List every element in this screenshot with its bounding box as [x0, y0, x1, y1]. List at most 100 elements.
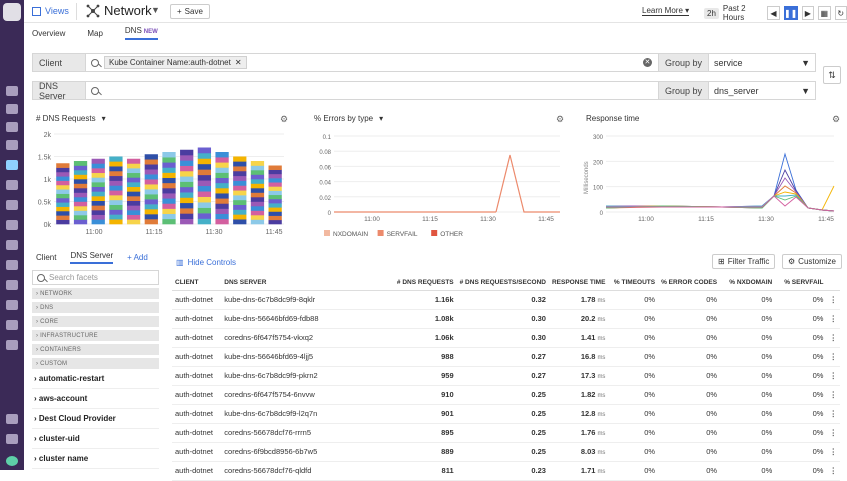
facet-item[interactable]: › cluster-uid — [32, 429, 159, 449]
rewind-icon[interactable]: ◀ — [767, 6, 780, 20]
monitors-nav-icon[interactable] — [6, 180, 18, 190]
title-chevron-down-icon[interactable]: ▼ — [151, 5, 160, 15]
forward-icon[interactable]: ▶ — [801, 6, 815, 20]
facet-search-input[interactable]: Search facets — [32, 270, 159, 285]
table-row[interactable]: auth-dotnet coredns-6f647f5754-vkxq2 1.06k… — [172, 328, 840, 348]
facet-item[interactable]: › Dest Cloud Provider — [32, 409, 159, 429]
sort-toggle-icon[interactable]: ⇅ — [823, 66, 841, 84]
hide-controls-button[interactable]: ▥ Hide Controls — [176, 258, 236, 267]
integrations-nav-icon[interactable] — [6, 260, 18, 270]
facet-group-infrastructure[interactable]: › INFRASTRUCTURE — [32, 330, 159, 341]
column-header[interactable]: # DNS REQUESTS/SECOND — [456, 276, 549, 291]
calendar-icon[interactable]: ▦ — [818, 6, 831, 20]
row-menu-icon[interactable]: ⋮ — [826, 385, 840, 405]
rum-nav-icon[interactable] — [6, 320, 18, 330]
customize-button[interactable]: ⚙ Customize — [782, 254, 842, 269]
table-cell: 0% — [775, 385, 827, 405]
user-avatar[interactable] — [6, 456, 18, 466]
facet-item[interactable]: › automatic-restart — [32, 369, 159, 389]
tab-overview[interactable]: Overview — [32, 28, 66, 38]
bar-segment — [91, 210, 105, 215]
learn-more-dropdown[interactable]: Learn More ▾ — [642, 6, 690, 16]
metrics-nav-icon[interactable] — [6, 140, 18, 150]
column-header[interactable]: % NXDOMAIN — [720, 276, 776, 291]
facet-tab-dns-server[interactable]: DNS Server — [70, 251, 114, 264]
datadog-logo-icon[interactable] — [3, 3, 21, 21]
column-header[interactable]: CLIENT — [172, 276, 222, 291]
table-row[interactable]: auth-dotnet kube-dns-6c7b8dc9f9-l2q7n 901 0… — [172, 404, 840, 424]
add-facet-button[interactable]: + Add — [127, 253, 148, 262]
client-search-input[interactable]: Kube Container Name:auth-dotnet ✕ ✕ — [86, 53, 659, 72]
column-header[interactable]: % ERROR CODES — [658, 276, 721, 291]
apm-nav-icon[interactable] — [6, 200, 18, 210]
row-menu-icon[interactable]: ⋮ — [826, 366, 840, 386]
filter-traffic-button[interactable]: ⊞ Filter Traffic — [712, 254, 776, 269]
bar-segment — [91, 158, 105, 164]
facet-group-core[interactable]: › CORE — [32, 316, 159, 327]
home-nav-icon[interactable] — [6, 104, 18, 114]
filter-chip[interactable]: Kube Container Name:auth-dotnet ✕ — [104, 56, 247, 69]
facet-tab-client[interactable]: Client — [36, 252, 57, 262]
time-range-label[interactable]: Past 2 Hours — [722, 4, 746, 22]
column-header[interactable]: DNS SERVER — [221, 276, 353, 291]
dashboard-nav-icon[interactable] — [6, 122, 18, 132]
help-nav-icon[interactable] — [6, 434, 18, 444]
gear-icon[interactable]: ⚙ — [280, 114, 289, 124]
search-nav-icon[interactable] — [6, 86, 18, 96]
row-menu-icon[interactable]: ⋮ — [826, 347, 840, 367]
client-group-by-select[interactable]: service ▼ — [709, 53, 816, 72]
save-button[interactable]: + Save — [170, 4, 210, 19]
chip-close-icon[interactable]: ✕ — [234, 58, 242, 67]
row-menu-icon[interactable]: ⋮ — [826, 461, 840, 481]
column-header[interactable]: RESPONSE TIME — [548, 276, 609, 291]
facet-item[interactable]: › aws-account — [32, 389, 159, 409]
row-menu-icon[interactable]: ⋮ — [826, 423, 840, 443]
row-menu-icon[interactable]: ⋮ — [826, 290, 840, 310]
synthetics-nav-icon[interactable] — [6, 280, 18, 290]
column-header[interactable]: % TIMEOUTS — [608, 276, 659, 291]
column-header[interactable]: % SERVFAIL — [775, 276, 827, 291]
chevron-right-icon: › — [36, 360, 41, 367]
pause-icon[interactable]: ❚❚ — [783, 6, 798, 20]
network-nav-icon[interactable] — [6, 160, 18, 170]
chat-nav-icon[interactable] — [6, 414, 18, 424]
facet-group-containers[interactable]: › CONTAINERS — [32, 344, 159, 355]
response-time-chart: 300 200 100 0 Milliseconds 11:00 11:15 11:30 11:… — [584, 135, 835, 223]
row-menu-icon[interactable]: ⋮ — [826, 309, 840, 329]
bar-segment — [56, 180, 70, 186]
tab-dns[interactable]: DNS NEW — [124, 26, 158, 40]
security-nav-icon[interactable] — [6, 300, 18, 310]
row-menu-icon[interactable]: ⋮ — [826, 328, 840, 348]
table-row[interactable]: auth-dotnet coredns-56678dcf76-qldfd 811 0.… — [172, 461, 840, 481]
gear-icon[interactable]: ⚙ — [832, 114, 841, 124]
server-search-input[interactable] — [86, 81, 659, 100]
row-menu-icon[interactable]: ⋮ — [826, 404, 840, 424]
infra-nav-icon[interactable] — [6, 240, 18, 250]
facet-group-network[interactable]: › NETWORK — [32, 288, 159, 299]
clear-search-icon[interactable]: ✕ — [642, 58, 652, 67]
settings-nav-icon[interactable] — [6, 340, 18, 350]
facet-item[interactable]: › cluster name — [32, 449, 159, 469]
table-row[interactable]: auth-dotnet kube-dns-6c7b8dc9f9-pkrn2 959 0… — [172, 366, 840, 386]
gear-icon[interactable]: ⚙ — [556, 114, 565, 124]
table-row[interactable]: auth-dotnet coredns-6f9bcd8956-6b7w5 889 0.… — [172, 442, 840, 462]
views-link[interactable]: Views — [32, 6, 69, 16]
table-row[interactable]: auth-dotnet kube-dns-56646bfd69-4ljj5 988 0… — [172, 347, 840, 367]
table-row[interactable]: auth-dotnet coredns-56678dcf76-rrrn5 895 0.… — [172, 423, 840, 443]
logs-nav-icon[interactable] — [6, 220, 18, 230]
table-row[interactable]: auth-dotnet coredns-6f647f5754-6nvvw 910 0.… — [172, 385, 840, 405]
panel-title[interactable]: # DNS Requests ▾ — [36, 114, 106, 123]
panel-title[interactable]: % Errors by type ▾ — [314, 114, 383, 123]
table-cell: 0.25 — [456, 423, 549, 443]
table-row[interactable]: auth-dotnet kube-dns-56646bfd69-fdb88 1.08… — [172, 309, 840, 329]
row-menu-icon[interactable]: ⋮ — [826, 442, 840, 462]
tab-map[interactable]: Map — [87, 28, 103, 38]
server-group-by-select[interactable]: dns_server ▼ — [709, 81, 816, 100]
facet-group-custom[interactable]: › CUSTOM — [32, 358, 159, 369]
refresh-icon[interactable]: ↻ — [834, 6, 847, 20]
facet-group-dns[interactable]: › DNS — [32, 302, 159, 313]
response-time-title[interactable]: Response time — [586, 114, 640, 123]
column-header[interactable]: # DNS REQUESTS — [352, 276, 457, 291]
bar-segment — [73, 165, 88, 171]
table-row[interactable]: auth-dotnet kube-dns-6c7b8dc9f9-8qklr 1.16… — [172, 290, 840, 310]
